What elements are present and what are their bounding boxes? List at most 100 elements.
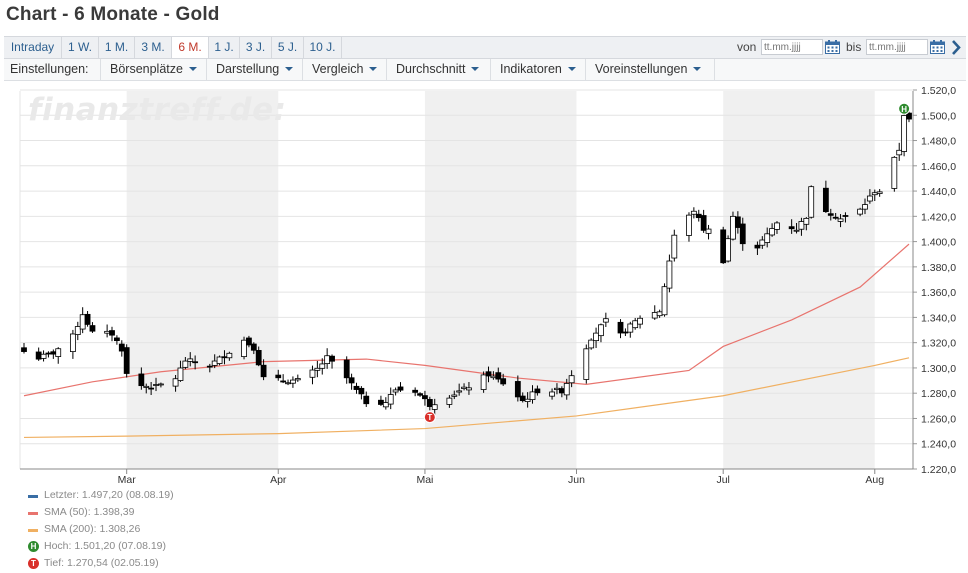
candle-body [598, 324, 604, 337]
tab-intraday[interactable]: Intraday [4, 37, 62, 58]
candle-body [803, 217, 810, 225]
month-shade [126, 91, 279, 469]
candle-body [769, 228, 775, 236]
calendar-icon[interactable] [930, 40, 945, 54]
page-title: Chart - 6 Monate - Gold [6, 4, 220, 25]
candle-body [480, 374, 487, 390]
sma200-line [23, 357, 910, 439]
candle-body [500, 378, 507, 385]
candle-body [329, 355, 335, 362]
tab-3j[interactable]: 3 J. [240, 37, 272, 58]
menu-voreinstellungen[interactable]: Voreinstellungen [585, 59, 715, 80]
sma50-path [23, 243, 910, 397]
candle-body [627, 323, 634, 333]
date-to-label: bis [846, 40, 862, 54]
candle-body [842, 215, 849, 217]
candle-body [524, 398, 531, 402]
menu-indikatoren[interactable]: Indikatoren [490, 59, 585, 80]
date-from-input[interactable] [761, 39, 823, 55]
caret-down-icon [369, 67, 378, 71]
candle-body [226, 352, 233, 359]
candle-body [348, 377, 355, 384]
low-badge-icon: T [28, 558, 39, 569]
x-tick-label: Jun [568, 474, 585, 486]
candle-body [138, 373, 145, 387]
candle-body [617, 321, 624, 334]
candle-body [55, 348, 62, 357]
legend-last-text: Letzter: 1.497,20 (08.08.19) [44, 489, 174, 501]
candle-body [793, 229, 800, 232]
candle-body [725, 238, 731, 262]
candle-body [153, 384, 159, 386]
candle-body [695, 213, 702, 219]
date-to-input[interactable] [866, 39, 928, 55]
candle-body [891, 156, 898, 189]
candle-body [255, 350, 262, 366]
y-tick-label: 1.240,0 [921, 439, 956, 451]
menu-vergleich[interactable]: Vergleich [302, 59, 386, 80]
candle-body [294, 378, 301, 381]
calendar-icon[interactable] [825, 40, 840, 54]
candle-body [774, 222, 780, 230]
candle-body [158, 383, 164, 386]
candle-body [35, 351, 42, 360]
chevron-right-icon[interactable] [949, 38, 963, 57]
candle-body [211, 360, 218, 366]
candle-body [661, 286, 668, 316]
menu-label: Darstellung [216, 62, 280, 76]
candle-body [700, 215, 707, 231]
candle-body [690, 210, 697, 215]
sma200-path [23, 357, 910, 439]
y-tick-label: 1.280,0 [921, 388, 956, 400]
candle-body [123, 347, 130, 374]
menu-label: Voreinstellungen [595, 62, 688, 76]
candle-body [290, 379, 296, 384]
settings-toolbar: Einstellungen: Börsenplätze Darstellung … [4, 59, 966, 81]
y-tick-label: 1.380,0 [921, 262, 956, 274]
y-tick-label: 1.300,0 [921, 363, 956, 375]
y-tick-label: 1.500,0 [921, 110, 956, 122]
candle-body [104, 330, 111, 334]
tab-1j[interactable]: 1 J. [209, 37, 240, 58]
menu-darstellung[interactable]: Darstellung [206, 59, 302, 80]
candle-body [764, 233, 771, 243]
legend: Letzter: 1.497,20 (08.08.19) SMA (50): 1… [28, 487, 174, 572]
candle-body [632, 320, 639, 329]
candle-body [280, 380, 287, 383]
y-tick-label: 1.520,0 [921, 85, 956, 97]
watermark: finanztreff.de: [28, 92, 287, 128]
y-tick-label: 1.320,0 [921, 338, 956, 350]
legend-high: H Hoch: 1.501,20 (07.08.19) [28, 538, 174, 555]
menu-label: Indikatoren [500, 62, 562, 76]
candle-body [250, 343, 257, 351]
menu-durchschnitt[interactable]: Durchschnitt [386, 59, 490, 80]
tab-3m[interactable]: 3 M. [135, 37, 172, 58]
candle-body [837, 218, 844, 222]
candle-body [79, 314, 86, 330]
candle-body [798, 221, 805, 230]
candle-body [353, 385, 360, 390]
tab-10j[interactable]: 10 J. [304, 37, 342, 58]
candle-body [187, 358, 194, 362]
tab-1w[interactable]: 1 W. [62, 37, 99, 58]
candle-body [89, 325, 96, 332]
candle-body [417, 393, 423, 396]
tab-5j[interactable]: 5 J. [272, 37, 304, 58]
candle-body [84, 313, 91, 325]
candle-body [563, 383, 570, 396]
candle-body [461, 386, 467, 389]
candle-body [896, 149, 903, 156]
menu-boersenplaetze[interactable]: Börsenplätze [100, 59, 206, 80]
candle-body [192, 361, 199, 364]
tab-6m[interactable]: 6 M. [172, 37, 209, 58]
candle-body [485, 371, 492, 377]
month-shade [424, 91, 577, 469]
candle-body [862, 204, 868, 210]
legend-sma50-text: SMA (50): 1.398,39 [44, 506, 135, 518]
high-marker [898, 102, 911, 115]
candle-body [656, 311, 663, 317]
tab-1m[interactable]: 1 M. [99, 37, 135, 58]
menu-label: Börsenplätze [110, 62, 183, 76]
candle-body [705, 228, 712, 234]
candle-body [431, 404, 438, 410]
